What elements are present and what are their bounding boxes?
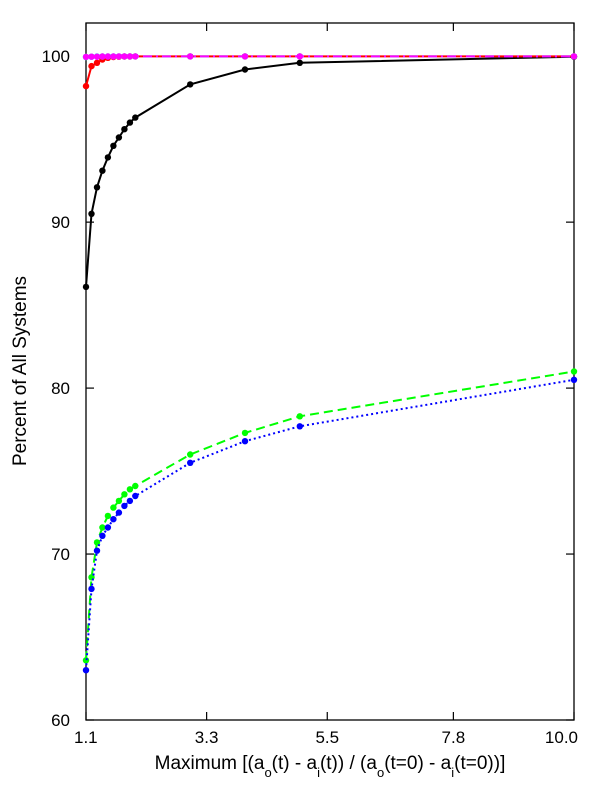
data-point bbox=[82, 53, 90, 61]
series-1 bbox=[82, 53, 578, 291]
x-tick-label: 10.0 bbox=[545, 728, 578, 747]
data-point bbox=[570, 376, 578, 383]
data-point bbox=[121, 491, 128, 498]
data-point bbox=[82, 82, 90, 90]
data-point bbox=[99, 53, 106, 60]
data-point bbox=[88, 62, 95, 70]
data-point bbox=[115, 134, 123, 141]
data-point bbox=[88, 53, 95, 60]
data-point bbox=[121, 502, 128, 510]
x-tick-label: 5.5 bbox=[315, 728, 339, 747]
data-point bbox=[110, 142, 117, 149]
data-point bbox=[110, 516, 117, 523]
data-point bbox=[121, 53, 128, 60]
data-point bbox=[93, 184, 101, 191]
data-point bbox=[104, 512, 112, 520]
x-axis-label: Maximum [(ao(t) - ai(t)) / (ao(t=0) - ai… bbox=[155, 753, 506, 780]
y-tick-label: 80 bbox=[51, 379, 70, 398]
series-layer bbox=[82, 53, 578, 674]
plot-frame bbox=[85, 22, 575, 721]
axis-ticks: 60 70 80 90 100 1.1 3.3 5.5 7.8 10.0 bbox=[42, 23, 578, 747]
data-point bbox=[93, 547, 101, 554]
data-point bbox=[126, 119, 134, 126]
data-point bbox=[296, 413, 303, 420]
data-point bbox=[99, 524, 106, 531]
data-point bbox=[93, 59, 101, 66]
y-tick-label: 70 bbox=[51, 545, 70, 564]
data-point bbox=[88, 210, 95, 217]
data-point bbox=[121, 126, 128, 133]
data-point bbox=[187, 53, 194, 60]
data-point bbox=[187, 81, 194, 88]
data-point bbox=[241, 429, 249, 437]
data-point bbox=[82, 667, 90, 674]
x-tick-label: 3.3 bbox=[195, 728, 219, 747]
y-tick-label: 60 bbox=[51, 711, 70, 730]
data-point bbox=[132, 53, 139, 60]
data-point bbox=[126, 497, 134, 505]
data-point bbox=[88, 585, 95, 593]
data-point bbox=[110, 53, 117, 60]
y-tick-label: 90 bbox=[51, 213, 70, 232]
data-point bbox=[296, 53, 303, 60]
x-tick-label: 1.1 bbox=[74, 728, 98, 747]
data-point bbox=[99, 167, 106, 174]
data-point bbox=[241, 66, 249, 73]
data-point bbox=[241, 53, 249, 60]
data-point bbox=[187, 451, 194, 458]
series-6 bbox=[82, 376, 578, 674]
data-point bbox=[570, 368, 578, 375]
data-point bbox=[82, 283, 90, 291]
y-tick-label: 100 bbox=[42, 47, 70, 66]
series-5 bbox=[82, 368, 578, 664]
data-point bbox=[99, 532, 106, 539]
data-point bbox=[110, 504, 117, 511]
data-point bbox=[241, 438, 249, 445]
data-point bbox=[104, 524, 112, 531]
data-point bbox=[104, 154, 112, 161]
data-point bbox=[132, 114, 139, 121]
series-line bbox=[85, 378, 575, 671]
y-axis-label: Percent of All Systems bbox=[10, 276, 31, 466]
data-point bbox=[93, 53, 101, 60]
data-point bbox=[126, 53, 134, 60]
series-line bbox=[85, 55, 575, 287]
data-point bbox=[115, 497, 123, 505]
series-line bbox=[85, 370, 575, 661]
data-point bbox=[570, 53, 578, 60]
data-point bbox=[187, 459, 194, 466]
data-point bbox=[115, 509, 123, 516]
series-4 bbox=[82, 53, 578, 61]
x-tick-label: 7.8 bbox=[442, 728, 466, 747]
data-point bbox=[132, 482, 139, 490]
data-point bbox=[104, 53, 112, 60]
data-point bbox=[82, 657, 90, 664]
data-point bbox=[115, 53, 123, 60]
data-point bbox=[296, 423, 303, 430]
data-point bbox=[132, 492, 139, 500]
data-point bbox=[126, 486, 134, 493]
data-point bbox=[296, 59, 303, 66]
series-line bbox=[85, 55, 574, 87]
